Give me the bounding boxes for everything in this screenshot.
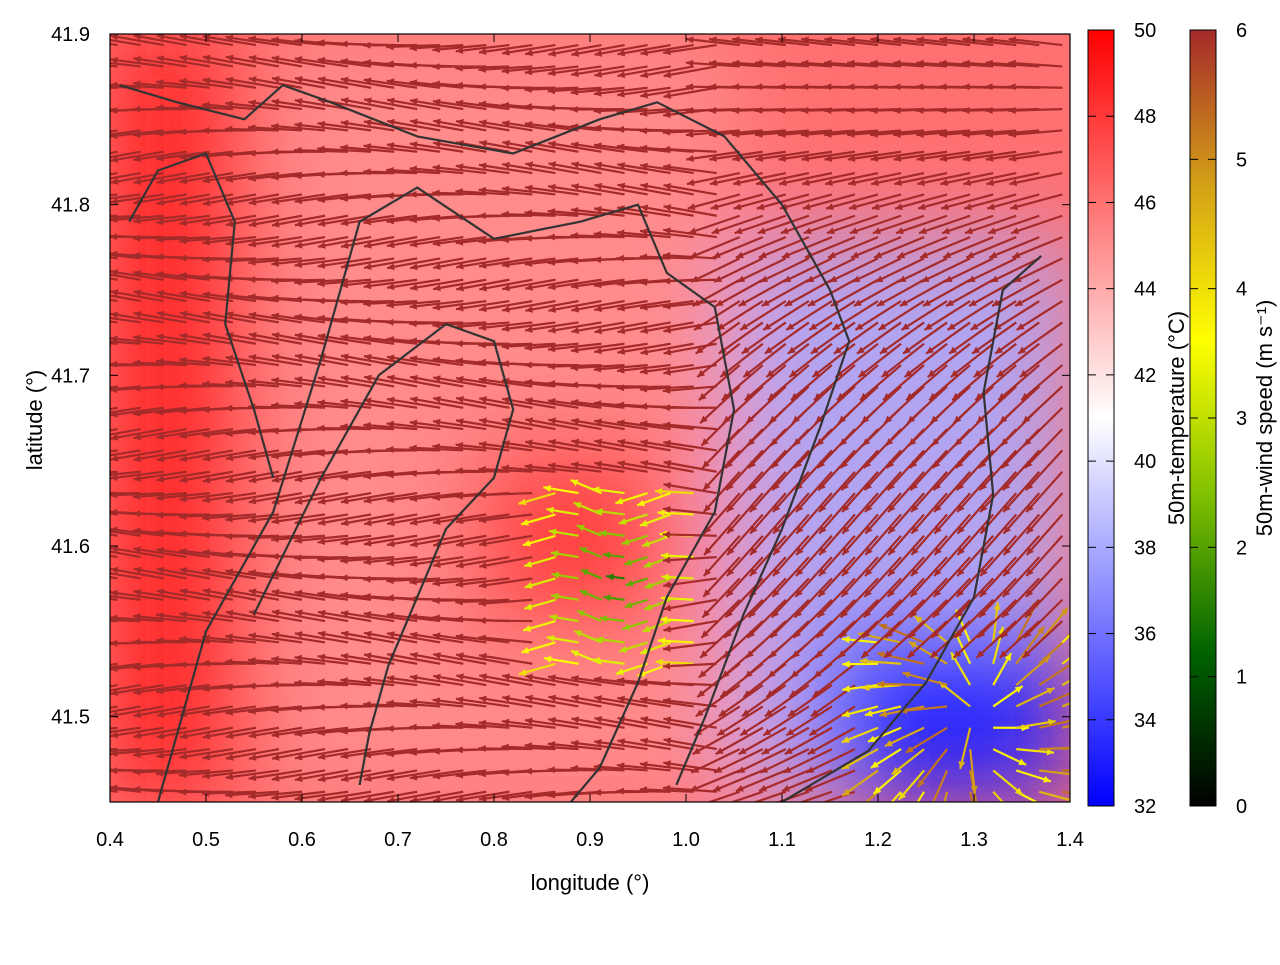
y-tick-label: 41.6 bbox=[51, 536, 90, 558]
temperature-colorbar-label: 50m-temperature (°C) bbox=[1164, 311, 1189, 525]
x-tick-label: 0.8 bbox=[480, 829, 508, 851]
colorbar-tick-label: 32 bbox=[1134, 796, 1156, 818]
colorbar-tick-label: 46 bbox=[1134, 192, 1156, 214]
x-tick-label: 0.7 bbox=[384, 829, 412, 851]
colorbar-tick-label: 48 bbox=[1134, 106, 1156, 128]
temperature-colorbar-scale bbox=[1088, 30, 1114, 806]
y-axis-label: latitude (°) bbox=[22, 370, 47, 471]
colorbar-tick-label: 2 bbox=[1236, 537, 1247, 559]
colorbar-tick-label: 38 bbox=[1134, 537, 1156, 559]
x-tick-label: 0.5 bbox=[192, 829, 220, 851]
colorbar-tick-label: 3 bbox=[1236, 408, 1247, 430]
x-tick-label: 1.4 bbox=[1056, 829, 1084, 851]
colorbar-tick-label: 4 bbox=[1236, 279, 1247, 301]
colorbar-tick-label: 1 bbox=[1236, 667, 1247, 689]
x-tick-label: 0.6 bbox=[288, 829, 316, 851]
colorbar-tick-label: 42 bbox=[1134, 365, 1156, 387]
wind-colorbar: 0 1 2 3 4 5 6 50m-wind speed (m s⁻¹) bbox=[1190, 20, 1277, 818]
colorbar-tick-label: 36 bbox=[1134, 624, 1156, 646]
colorbar-tick-label: 50 bbox=[1134, 20, 1156, 42]
x-tick-label: 0.9 bbox=[576, 829, 604, 851]
y-tick-label: 41.8 bbox=[51, 195, 90, 217]
y-tick-label: 41.9 bbox=[51, 24, 90, 46]
x-tick-label: 1.3 bbox=[960, 829, 988, 851]
x-tick-label: 1.2 bbox=[864, 829, 892, 851]
x-axis-label: longitude (°) bbox=[531, 870, 650, 895]
temperature-colorbar: 32 34 36 38 40 42 44 46 48 50 50m-temperature (°C… bbox=[1088, 20, 1189, 818]
colorbar-tick-label: 5 bbox=[1236, 149, 1247, 171]
x-tick-label: 1.0 bbox=[672, 829, 700, 851]
x-tick-label: 0.4 bbox=[96, 829, 124, 851]
colorbar-tick-label: 40 bbox=[1134, 451, 1156, 473]
x-tick-label: 1.1 bbox=[768, 829, 796, 851]
wind-colorbar-label: 50m-wind speed (m s⁻¹) bbox=[1252, 300, 1277, 537]
colorbar-tick-label: 34 bbox=[1134, 710, 1156, 732]
colorbar-tick-label: 44 bbox=[1134, 279, 1156, 301]
colorbar-tick-label: 6 bbox=[1236, 20, 1247, 42]
colorbar-tick-label: 0 bbox=[1236, 796, 1247, 818]
y-tick-label: 41.5 bbox=[51, 707, 90, 729]
y-tick-label: 41.7 bbox=[51, 365, 90, 387]
